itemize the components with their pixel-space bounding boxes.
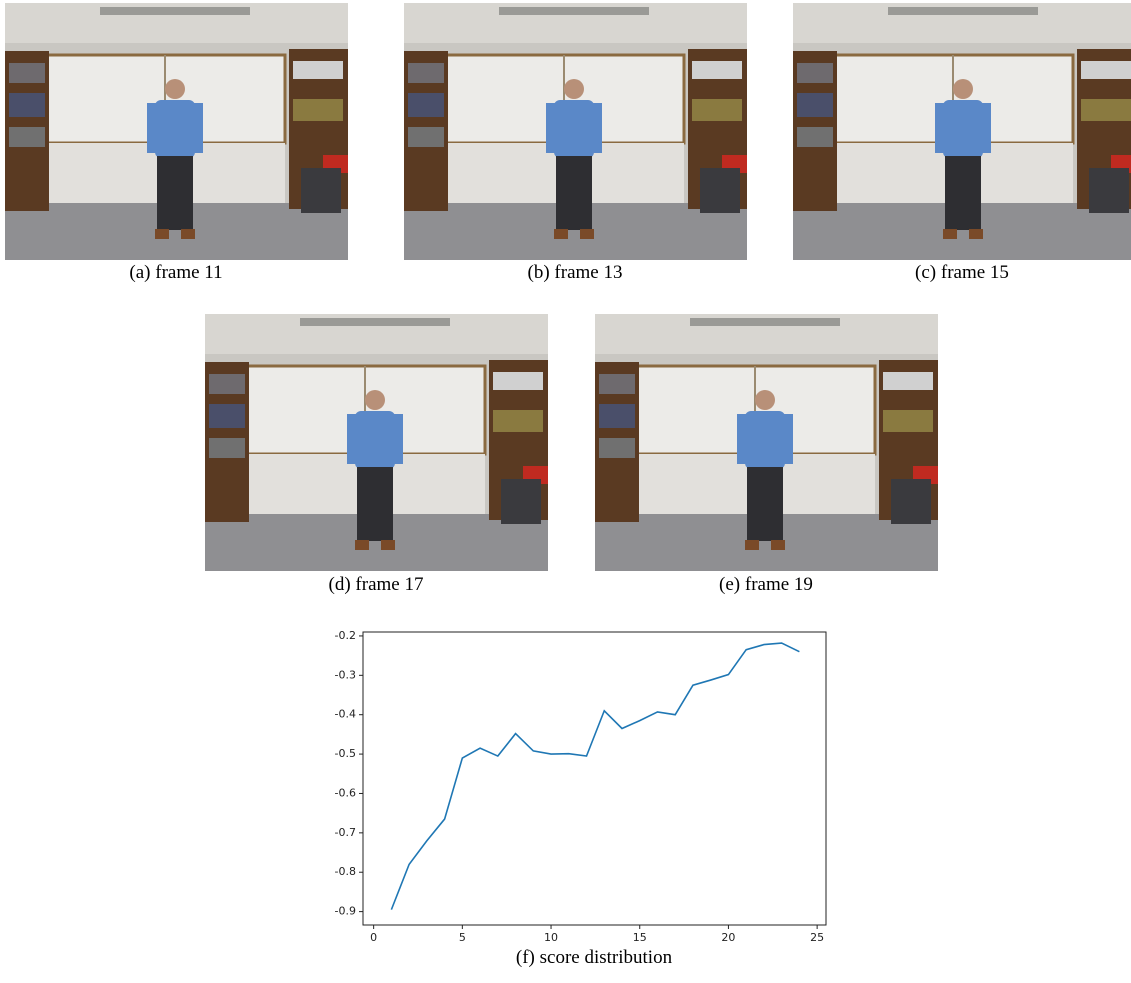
y-tick-label: -0.6	[335, 786, 356, 799]
y-tick-label: -0.7	[335, 826, 356, 839]
frame-image	[793, 3, 1131, 260]
frame-image	[5, 3, 348, 260]
plot-frame	[363, 632, 826, 925]
caption: (b) frame 13	[528, 262, 623, 283]
x-tick-label: 5	[459, 931, 466, 944]
y-tick-label: -0.8	[335, 865, 356, 878]
y-tick-label: -0.4	[335, 708, 356, 721]
caption: (e) frame 19	[719, 574, 813, 595]
frame-image	[595, 314, 938, 571]
x-tick-label: 15	[633, 931, 647, 944]
data-line	[391, 643, 799, 910]
caption: (c) frame 15	[915, 262, 1009, 283]
x-tick-label: 25	[810, 931, 824, 944]
frame-image	[205, 314, 548, 571]
x-tick-label: 10	[544, 931, 558, 944]
y-tick-label: -0.2	[335, 629, 356, 642]
figure: (a) frame 11 (b) frame 13 (c) frame 15 (…	[0, 0, 1131, 983]
caption: (a) frame 11	[129, 262, 222, 283]
y-tick-label: -0.5	[335, 747, 356, 760]
chart: -0.2 -0.3 -0.4 -0.5 -0.6 -0.7 -0.8 -0.9 0 5 10 15 20…	[335, 629, 825, 944]
frame-image	[404, 3, 747, 260]
y-tick-label: -0.9	[335, 905, 356, 918]
y-tick-label: -0.3	[335, 668, 356, 681]
x-tick-label: 0	[370, 931, 377, 944]
x-tick-label: 20	[721, 931, 735, 944]
caption: (d) frame 17	[329, 574, 424, 595]
caption: (f) score distribution	[516, 947, 673, 968]
